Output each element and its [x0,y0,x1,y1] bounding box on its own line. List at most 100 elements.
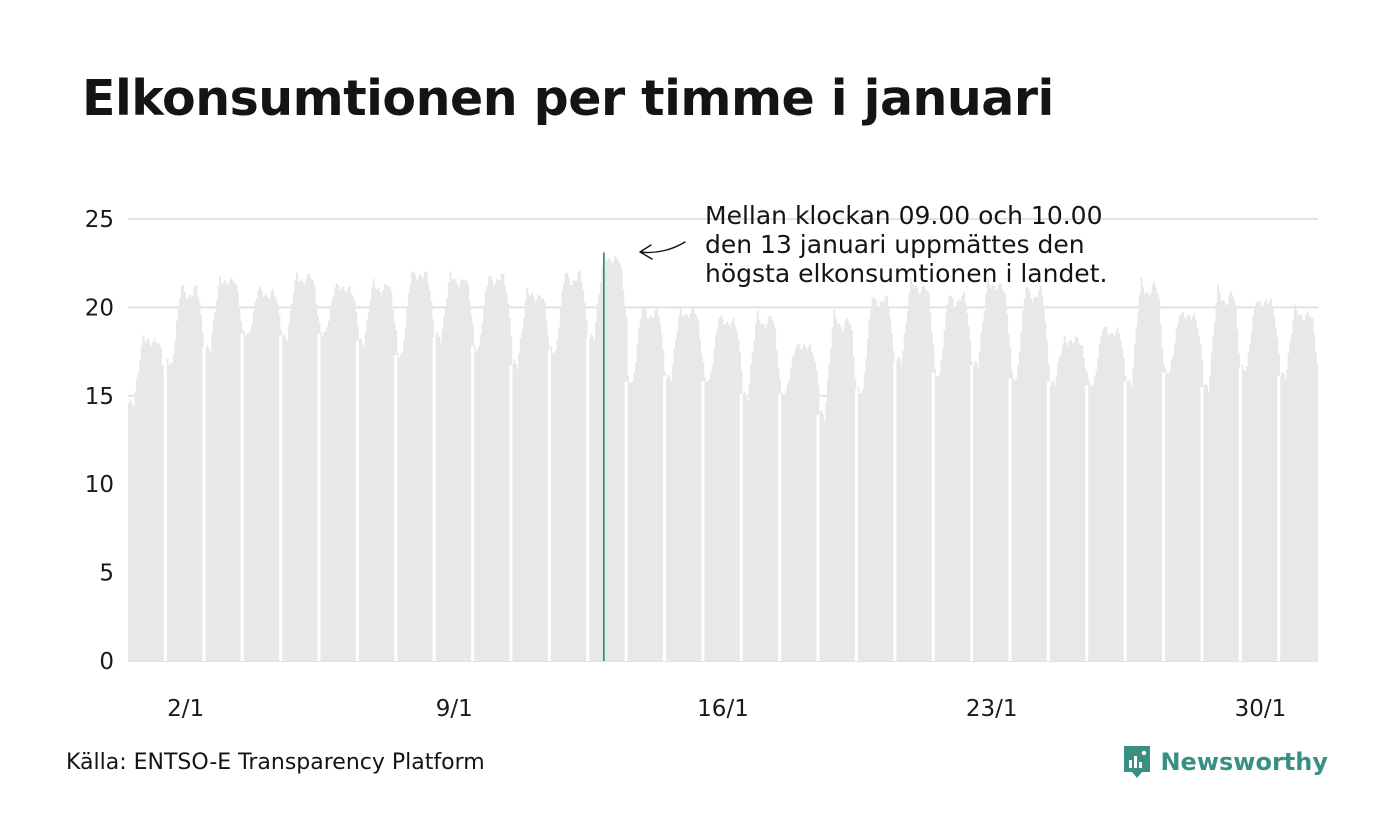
hour-bar [1210,352,1213,661]
hour-bar [180,285,183,661]
hour-bar [865,358,868,661]
hour-bar [676,330,679,661]
hour-bar [1062,344,1065,661]
hour-bar [1154,287,1157,661]
hour-bar [727,324,730,661]
hour-bar [1151,284,1154,661]
hour-bar [136,379,138,661]
hour-bar [371,287,374,661]
x-tick-label: 9/1 [436,696,473,722]
hour-bar [155,342,158,661]
hour-bar [804,346,807,661]
hour-bar [719,315,722,661]
y-tick-label: 10 [85,472,114,498]
day-separator [586,337,590,661]
hour-bar [521,329,524,661]
hour-bar [762,324,765,661]
hour-bar [1036,297,1039,661]
hour-bar [465,280,468,661]
hour-bar [475,350,478,661]
hour-bar [523,317,526,661]
y-tick-label: 0 [99,649,114,675]
hour-bar [715,335,717,661]
hour-bar [134,391,137,661]
x-tick-label: 16/1 [697,696,749,722]
hour-bar [1082,358,1085,661]
x-tick-label: 30/1 [1235,696,1287,722]
hour-bar [927,292,930,661]
hour-bar [1292,320,1295,661]
hour-bar [1167,374,1170,661]
hour-bar [1100,336,1103,661]
hour-bar [748,383,751,661]
hour-bar [967,326,970,661]
hour-bar [1006,314,1009,661]
hour-bar [321,335,324,661]
hour-bar [303,284,306,661]
hour-bar [1244,370,1247,661]
hour-bar [828,364,831,661]
hour-bar [734,325,737,661]
hour-bar [723,324,725,661]
hour-bar [294,279,297,661]
hour-bar [710,371,713,661]
hour-bar [577,272,580,661]
hour-bar [991,285,994,661]
hour-bar [834,318,837,661]
hour-bar [217,285,220,661]
hour-bar [809,344,812,661]
hour-bar [895,360,898,661]
hour-bar [329,308,332,661]
day-separator [202,347,206,661]
hour-bar [918,294,921,661]
y-tick-label: 5 [99,561,114,587]
hour-bar [692,309,695,661]
hour-bar [646,318,649,661]
hour-bar [1305,314,1308,661]
hour-bar [1137,312,1140,661]
hour-bar [542,298,545,661]
hour-bar [1074,336,1077,661]
hour-bar [255,298,258,661]
hour-bar [284,338,287,661]
hour-bar [743,391,746,661]
hour-bar [1185,319,1188,661]
hour-bar [593,340,596,661]
hour-bar [900,365,903,661]
hour-bar [1089,384,1092,661]
hour-bar [1303,321,1306,661]
hour-bar [566,272,569,661]
hour-bar [612,260,615,661]
hour-bar [380,295,383,661]
hour-bar [415,280,418,661]
hour-bar [956,301,959,661]
hour-bar [1273,316,1276,661]
annotation: Mellan klockan 09.00 och 10.00 den 13 ja… [639,201,1107,288]
hour-bar [414,274,417,661]
hour-bar [767,316,770,661]
day-separator [893,361,897,661]
hour-bar [986,277,989,661]
hour-bar [169,363,172,661]
hour-bar [769,315,772,661]
hour-bar [487,276,490,661]
hour-bar [171,363,174,661]
hour-bar [398,357,401,661]
hour-bar [731,321,733,661]
hour-bar [876,307,879,661]
x-tick-label: 2/1 [167,696,204,722]
hour-bar [721,317,724,661]
hour-bar [823,421,826,661]
hour-bar [945,312,948,661]
hour-bar [299,282,302,661]
hour-bar [1190,319,1193,661]
hour-bar [214,311,217,661]
hour-bar [1217,284,1220,661]
hour-bar [1166,373,1169,661]
hour-bar [401,352,404,661]
hour-bar [1119,340,1122,661]
hour-bar [716,328,719,661]
hour-bar [209,351,212,661]
hour-bar [962,292,965,661]
hour-bar [361,343,364,661]
